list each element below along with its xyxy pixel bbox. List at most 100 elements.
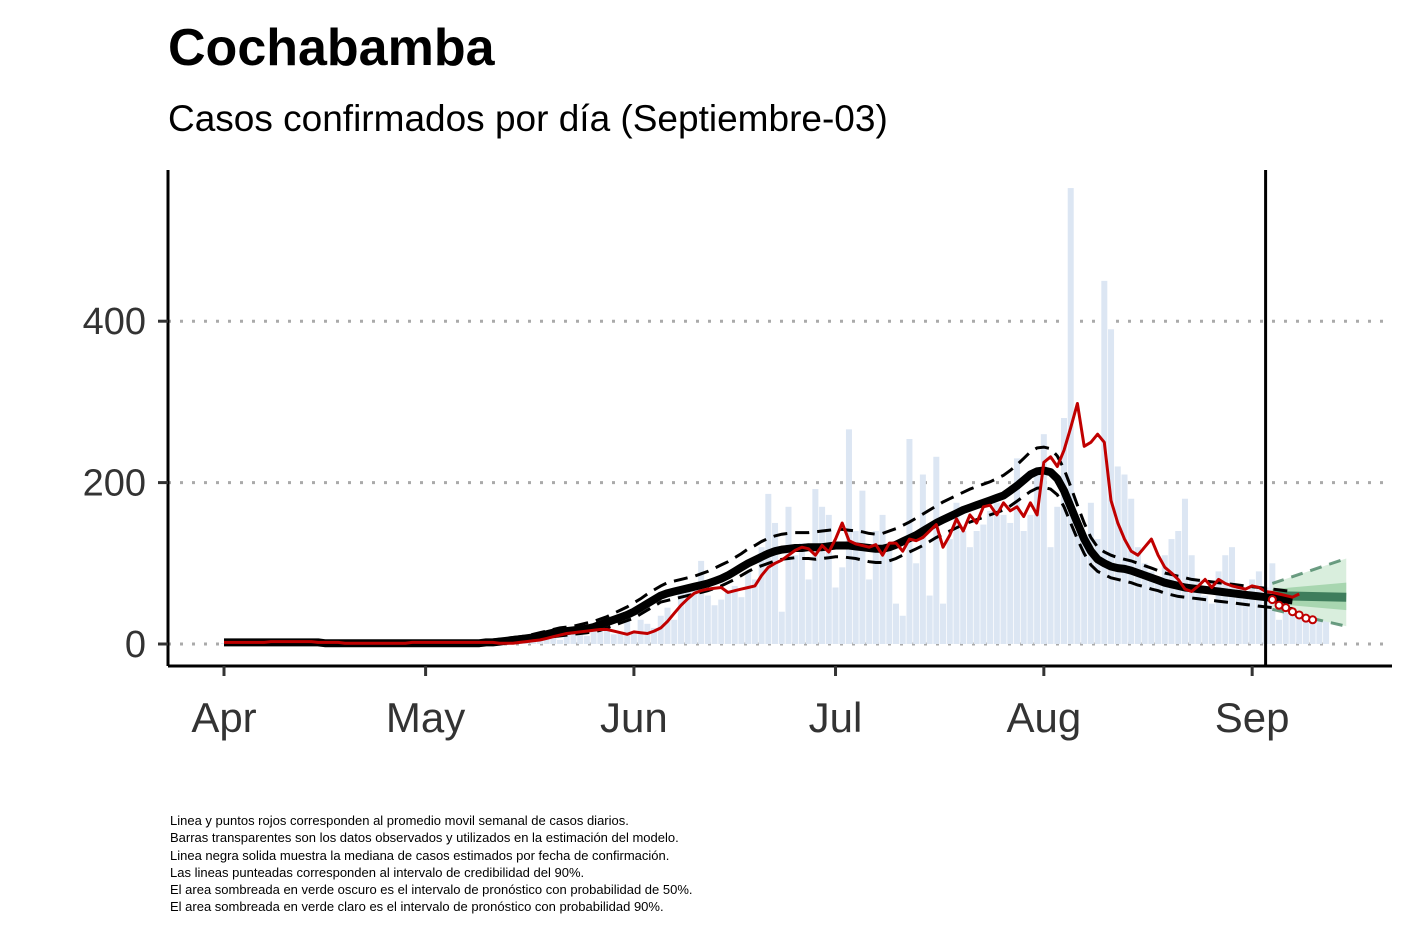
note-line: Las lineas punteadas corresponden al int… [170,864,585,880]
data-bar [1054,506,1061,644]
data-bar [704,595,711,644]
data-bar [1289,603,1296,644]
data-bar [583,635,590,644]
data-bar [543,635,550,644]
data-bar [825,514,832,644]
note-line: El area sombreada en verde claro es el i… [170,899,664,915]
data-bar [530,641,537,644]
data-bar [819,506,826,644]
data-bar [604,629,611,644]
data-bar [852,531,859,644]
y-tick-label: 200 [83,463,146,505]
forecast-lower-line [1271,607,1347,628]
data-bar [597,623,604,644]
data-bar [859,490,866,644]
model-lines [224,402,1318,648]
data-bar [1067,188,1074,645]
data-bar [745,571,752,644]
data-bar [839,567,846,644]
data-bar [966,547,973,644]
note-line: Linea negra solida muestra la mediana de… [170,847,670,863]
data-bar [651,627,658,644]
data-bar [987,510,994,644]
data-bar [630,632,637,644]
data-bar [684,591,691,644]
data-bar [1255,571,1262,644]
data-bar [798,543,805,644]
data-bar [624,621,631,644]
data-bar [872,531,879,644]
note-line: El area sombreada en verde oscuro es el … [170,882,693,898]
data-bar [657,615,664,644]
data-bar [879,514,886,644]
data-bar [919,474,926,644]
moving-average-line [224,402,1300,645]
chart-notes: Linea y puntos rojos corresponden al pro… [170,812,693,916]
data-bar [671,619,678,644]
forecast-point [1294,610,1304,620]
data-bar [913,563,920,644]
data-bar [718,599,725,644]
chart-svg: 0 200 400 Apr May Jun Jul Aug Sep [83,170,1392,741]
data-bar [1188,555,1195,644]
data-bar [926,595,933,644]
data-bar [1061,418,1067,644]
data-bar [1020,531,1027,644]
data-bar [731,585,738,644]
data-bar [1195,579,1202,644]
data-bar [1222,555,1229,644]
data-bar [664,607,671,644]
data-bar [866,579,873,644]
data-bar [832,587,839,644]
data-bar [805,579,812,644]
data-bar [1181,498,1188,644]
data-bar [1242,595,1249,644]
data-bar [778,611,785,644]
data-bar [1027,514,1034,644]
grid-lines [168,319,1392,646]
data-bar [1276,619,1283,644]
note-line: Linea y puntos rojos corresponden al pro… [170,813,629,828]
data-bar [792,555,799,644]
data-bar [899,615,906,644]
data-bar [1000,514,1007,644]
data-bar [946,539,953,644]
data-bar [1155,579,1162,644]
data-bar [577,627,584,644]
chart-subtitle: Casos confirmados por día (Septiembre-03… [168,98,888,139]
data-bar [1108,329,1115,644]
data-bar [550,637,557,644]
data-bar [610,634,617,644]
forecast-point [1267,595,1277,605]
x-tick-label: Jun [600,694,668,741]
data-bar [1202,595,1209,644]
data-bar [1215,571,1222,644]
chart-title: Cochabamba [168,19,495,77]
x-tick-label: May [386,694,465,741]
data-bar [1161,555,1168,644]
data-bar [812,489,819,644]
data-bar [993,502,1000,644]
data-bar [1094,539,1101,644]
data-bar [1114,466,1121,644]
y-tick-label: 400 [83,301,146,343]
data-bar [1148,571,1155,644]
forecast-point [1287,607,1297,617]
data-bar [1208,603,1215,644]
data-bar [1134,547,1141,644]
data-bar [751,579,758,644]
data-bar [590,626,597,644]
observed-bars [221,188,1330,645]
data-bar [563,632,570,644]
data-bar [1101,280,1108,644]
data-bar [1007,522,1014,644]
data-bar [1074,531,1081,644]
data-bar [691,587,698,644]
data-bar [570,629,577,644]
data-bar [933,456,940,644]
data-bar [960,531,967,644]
x-tick-label: Aug [1006,694,1081,741]
data-bar [1013,458,1020,644]
x-tick-label: Sep [1215,694,1290,741]
data-bar [785,506,792,644]
